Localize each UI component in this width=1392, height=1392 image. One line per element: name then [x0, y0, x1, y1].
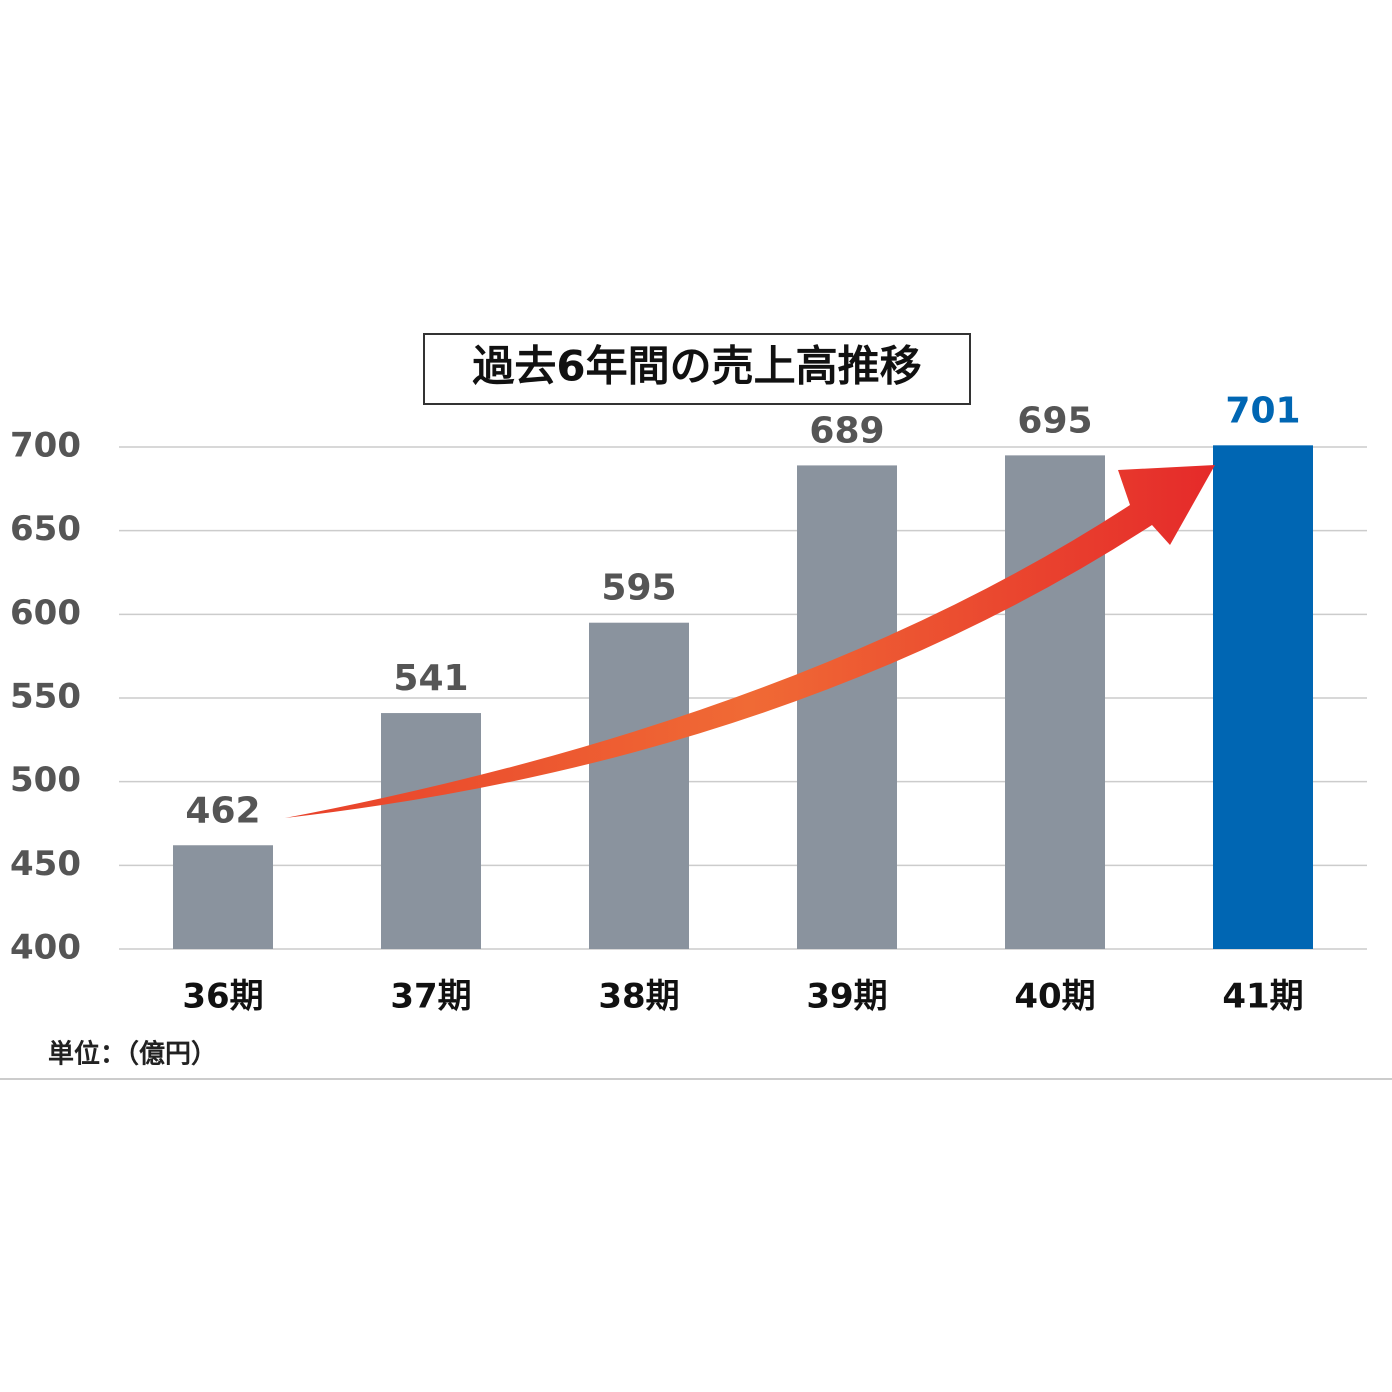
y-tick-label: 650 — [10, 509, 81, 549]
x-tick-label: 38期 — [598, 977, 679, 1017]
value-label: 595 — [601, 568, 676, 609]
value-label: 695 — [1017, 400, 1092, 441]
x-tick-label: 39期 — [806, 977, 887, 1017]
bar — [1005, 455, 1105, 949]
y-tick-label: 400 — [10, 928, 81, 968]
bar — [173, 845, 273, 949]
bar — [1213, 445, 1313, 949]
y-tick-label: 500 — [10, 760, 81, 800]
y-tick-label: 450 — [10, 844, 81, 884]
value-label: 462 — [185, 790, 260, 831]
title-box — [423, 333, 971, 405]
x-tick-label: 36期 — [182, 977, 263, 1017]
bar — [797, 465, 897, 949]
value-label: 541 — [393, 658, 468, 699]
x-tick-label: 37期 — [390, 977, 471, 1017]
x-tick-label: 41期 — [1222, 977, 1303, 1017]
y-tick-label: 600 — [10, 593, 81, 633]
chart-title: 過去6年間の売上高推移 — [472, 342, 921, 391]
value-label: 701 — [1225, 390, 1300, 431]
plot-area: 400 450 500 550 600 650 700 36期 462 37期 541 38期 595 3… — [10, 390, 1367, 1017]
y-tick-label: 700 — [10, 426, 81, 466]
y-tick-label: 550 — [10, 677, 81, 717]
x-tick-label: 40期 — [1014, 977, 1095, 1017]
unit-note: 単位：（億円） — [48, 1039, 217, 1070]
bar — [381, 713, 481, 949]
value-label: 689 — [809, 410, 884, 451]
bar — [589, 622, 689, 949]
